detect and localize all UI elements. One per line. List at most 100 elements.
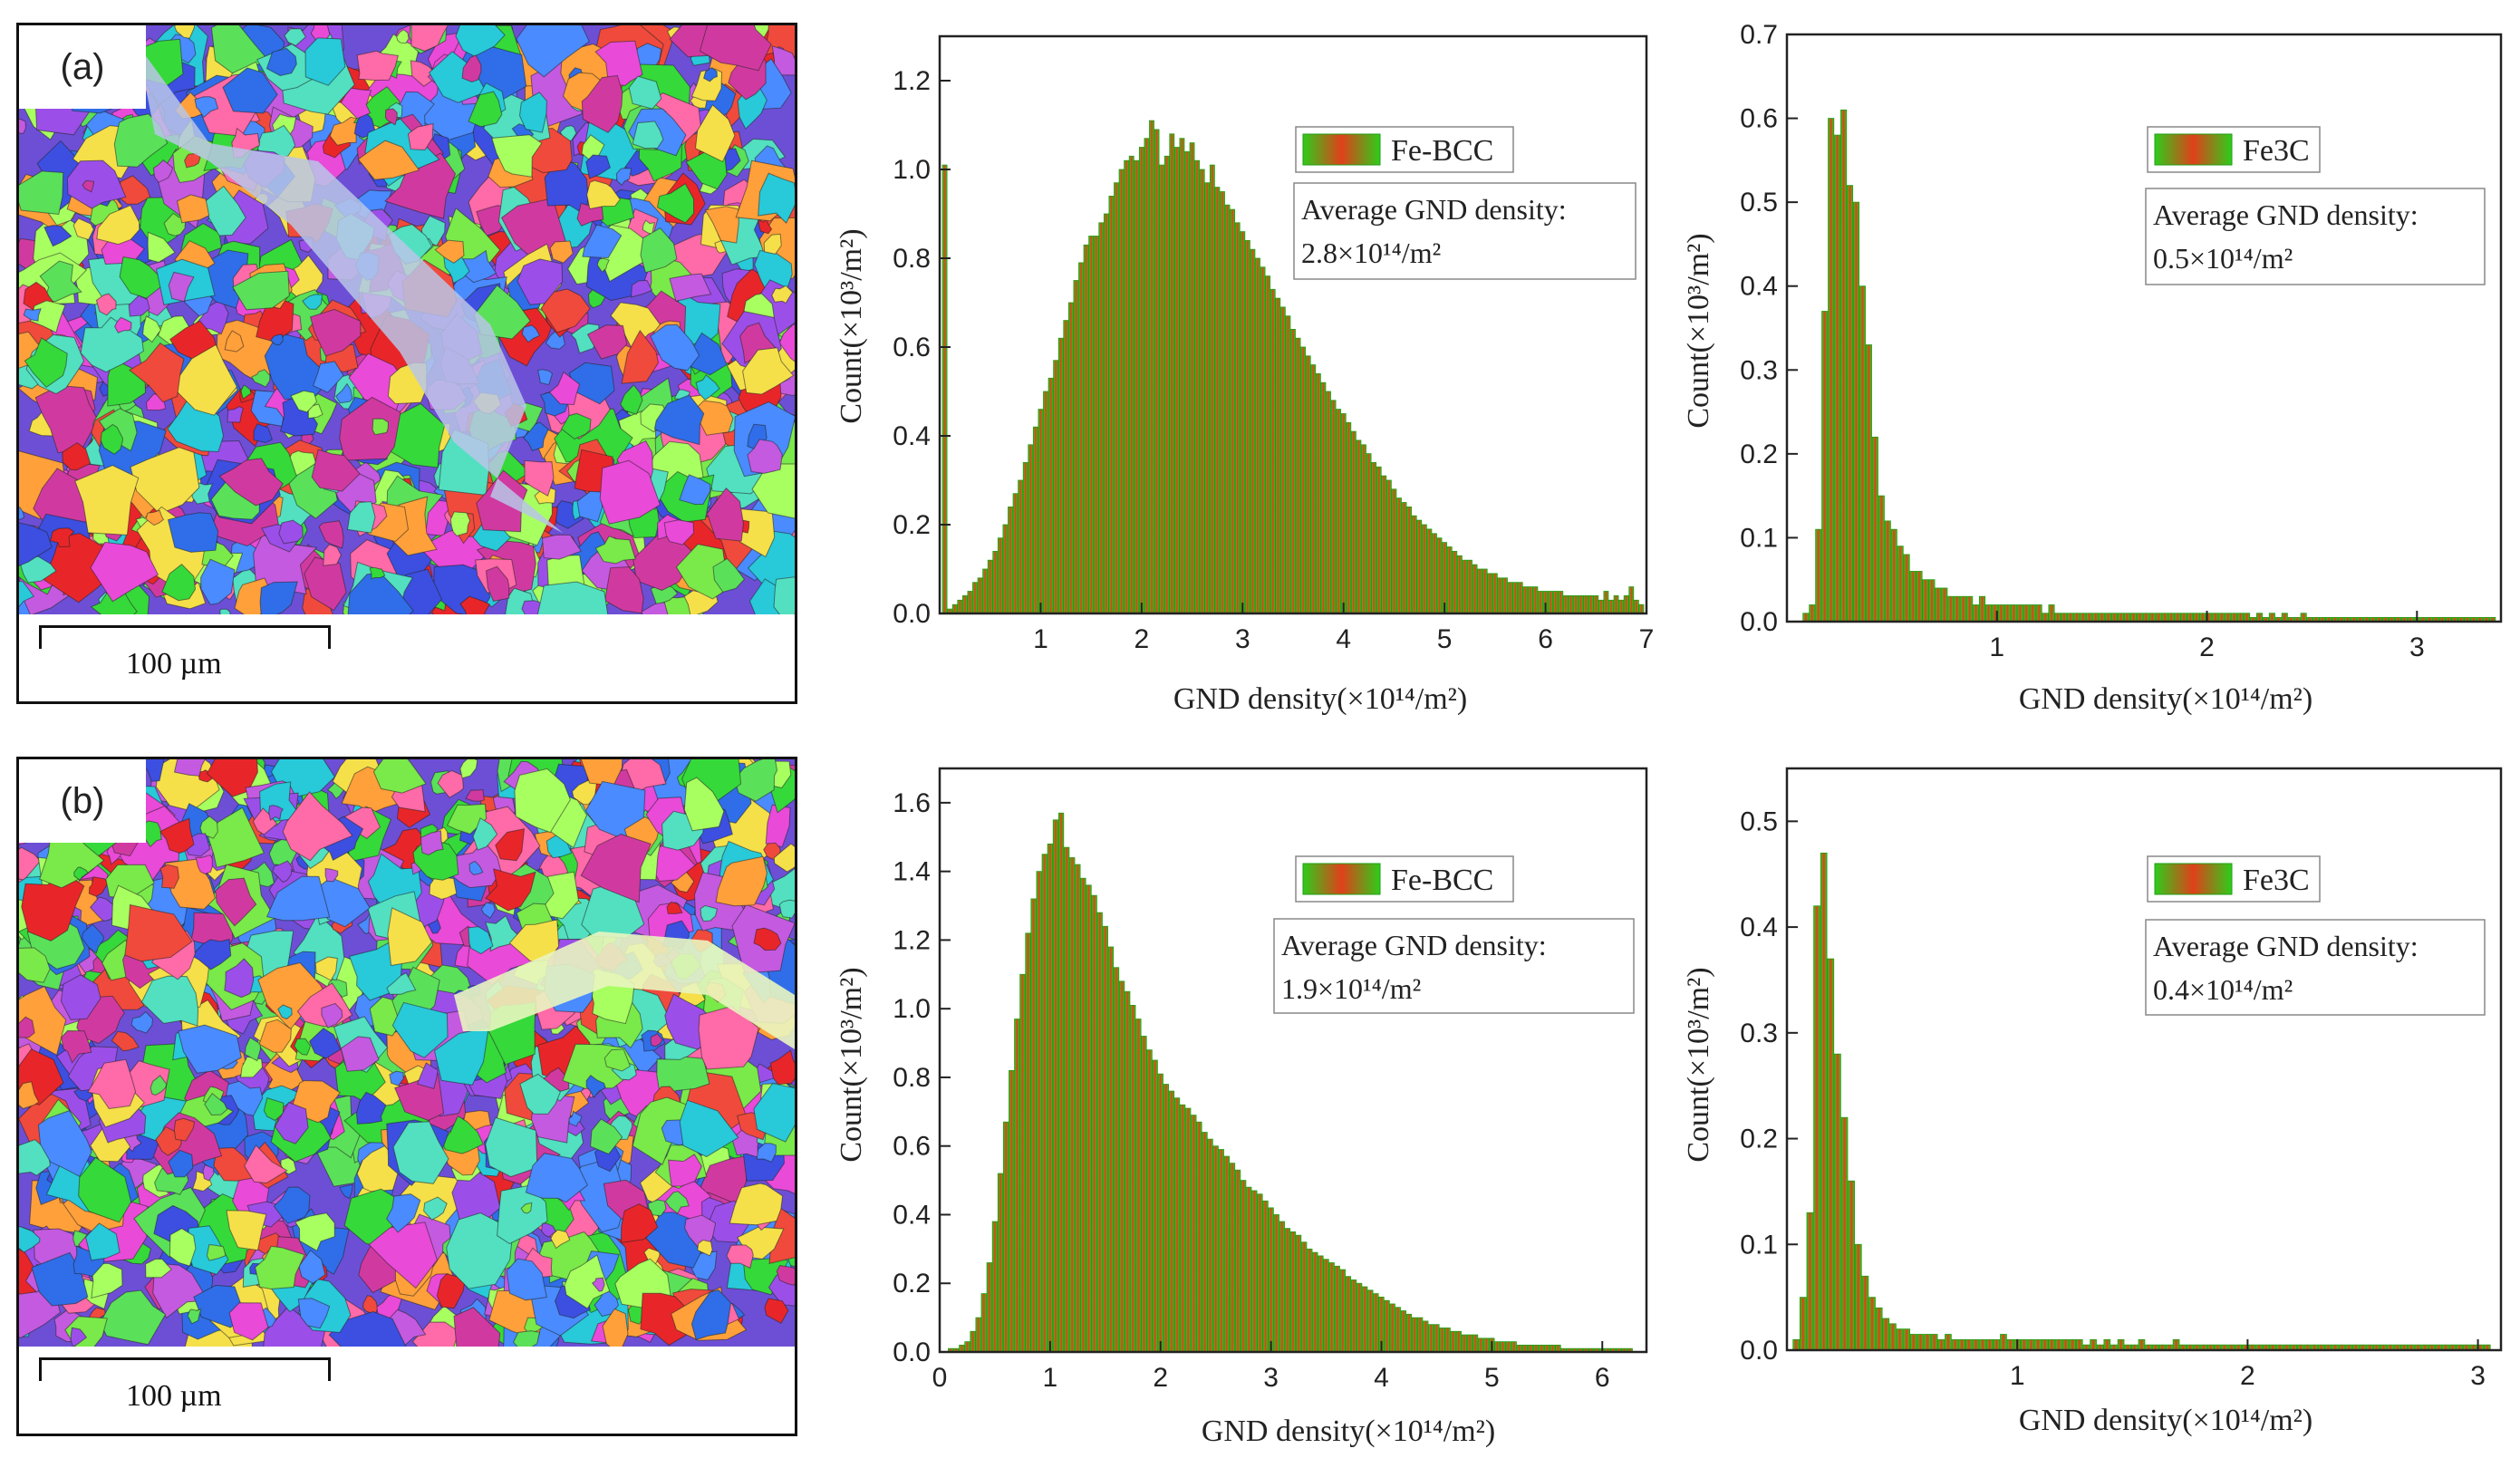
grain [253, 423, 274, 443]
histogram-bar [2352, 1344, 2360, 1351]
histogram-bar [1997, 604, 2004, 623]
grain [318, 520, 344, 549]
histogram-bar [2338, 1344, 2346, 1351]
histogram-bar [1002, 524, 1009, 614]
histogram-bar [2297, 1344, 2304, 1351]
grain [594, 1288, 620, 1318]
histogram-bar [1284, 1228, 1291, 1353]
grain [147, 231, 176, 263]
panel-label-a: (a) [19, 25, 146, 109]
y-axis-label: Count(×10³/m²) [835, 967, 868, 1162]
histogram-bar [1295, 337, 1301, 614]
histogram-bar [1573, 595, 1579, 614]
grain [49, 527, 75, 548]
grain [703, 67, 718, 82]
legend-swatch [2154, 863, 2233, 895]
histogram-bar [1048, 377, 1054, 614]
x-tick-label: 2 [1153, 1363, 1168, 1393]
grain [628, 75, 662, 110]
grain [284, 28, 306, 46]
grain [521, 324, 541, 343]
histogram-bar [2407, 616, 2414, 623]
histogram-bar [2148, 613, 2156, 623]
histogram-bar [1356, 1282, 1363, 1353]
y-axis-label: Count(×10³/m²) [1682, 967, 1715, 1162]
histogram-bar [1979, 595, 1986, 623]
histogram-bar [1230, 208, 1236, 614]
legend-swatch [1302, 133, 1381, 166]
grain [222, 67, 278, 114]
annotation-box [1293, 182, 1637, 280]
histogram-bar [2096, 1344, 2104, 1351]
histogram-bar [1909, 1334, 1917, 1351]
scale-bar-label: 100 µm [126, 1379, 222, 1413]
grain [669, 273, 712, 302]
grain [357, 140, 420, 180]
histogram-bar [986, 1262, 992, 1353]
plot-frame [938, 34, 1648, 615]
histogram-bar [997, 537, 1003, 614]
histogram-bar [2319, 616, 2326, 623]
grain [747, 439, 783, 474]
histogram-bar [1802, 613, 1810, 623]
y-tick-label: 0.3 [1740, 1019, 1778, 1048]
panel-label-b: (b) [19, 759, 146, 843]
histogram-bar [1965, 1338, 1973, 1351]
annotation-value: 0.4×10¹⁴/m² [2153, 973, 2293, 1006]
histogram-bar [1599, 1347, 1606, 1353]
grain [653, 394, 705, 446]
grain [19, 555, 57, 584]
histogram-bar [1251, 1190, 1258, 1353]
grain [90, 541, 159, 603]
y-tick-label: 0.4 [893, 421, 931, 451]
histogram-bar [2435, 1344, 2443, 1351]
grain [763, 233, 782, 255]
histogram-bar [2061, 1338, 2070, 1351]
histogram-bar [1212, 1145, 1219, 1353]
histogram-bar [1163, 1084, 1169, 1353]
histogram-bar [2214, 1344, 2222, 1351]
histogram-bar [2372, 1344, 2380, 1351]
histogram-bar [2413, 616, 2420, 623]
y-tick-label: 1.2 [893, 925, 931, 955]
histogram-bar [2180, 613, 2187, 623]
histogram-bar [2287, 616, 2294, 623]
y-tick-label: 0.8 [893, 1063, 931, 1093]
histogram-bar [1125, 990, 1131, 1353]
histogram-bar [1246, 1186, 1252, 1353]
histogram-bar [1809, 604, 1816, 623]
histogram-bar [1405, 1313, 1413, 1353]
grain [199, 816, 218, 839]
histogram-bar [2366, 1344, 2373, 1351]
histogram-bar [2029, 604, 2036, 623]
grain [174, 25, 196, 39]
histogram-bar [1209, 164, 1215, 614]
grain [615, 168, 632, 187]
histogram-bar [2110, 1344, 2118, 1351]
histogram-bar [1063, 320, 1069, 614]
chart-a-fe3c: 0.0 0.1 0.2 0.3 0.4 0.5 0.6 0.7 1 2 3 GND density(×… [1682, 20, 2503, 716]
histogram-bar [2048, 604, 2055, 623]
chart-a-bcc: 0.0 0.2 0.4 0.6 0.8 1.0 1.2 1 2 3 4 5 6 7 GND density(… [835, 34, 1654, 716]
legend-swatch [1302, 863, 1381, 895]
histogram-bar [1922, 579, 1929, 623]
grain [631, 279, 653, 298]
histogram-bar [2010, 604, 2017, 623]
histogram-bar [1204, 182, 1211, 614]
histogram-bar [1452, 551, 1458, 614]
histogram-bar [1179, 138, 1185, 614]
histogram-bar [1916, 571, 1923, 623]
histogram-bar [1009, 1069, 1015, 1353]
grain [100, 423, 123, 455]
histogram-bar [1008, 507, 1013, 614]
grain [24, 337, 68, 389]
histogram-bar [1028, 444, 1034, 614]
histogram-bar [1930, 1334, 1938, 1351]
orientation-map-image [19, 759, 795, 1347]
grain [278, 519, 304, 545]
histogram-bar [1389, 1303, 1395, 1353]
annotation-value: 0.5×10¹⁴/m² [2153, 242, 2293, 275]
histogram-bar [1550, 1345, 1556, 1353]
grain [423, 1196, 448, 1221]
grain [548, 371, 581, 406]
